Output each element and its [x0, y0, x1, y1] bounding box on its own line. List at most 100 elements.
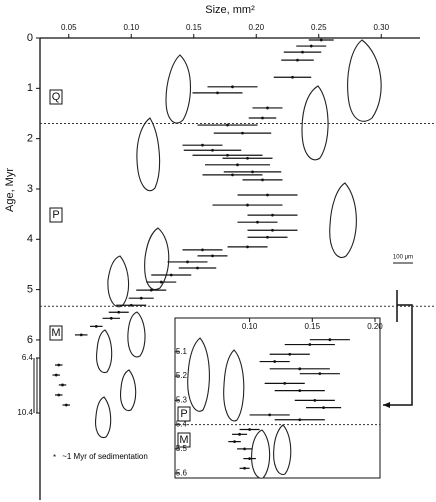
point [256, 221, 259, 224]
point [160, 281, 163, 284]
point [248, 457, 251, 460]
legend: ~1 Myr of sedimentation [60, 452, 150, 482]
point [261, 117, 264, 120]
point [150, 289, 153, 292]
axis-break [34, 358, 37, 413]
point [266, 194, 269, 197]
figure: Size, mm² Age, Myr Q P M P M 100 μm * ~1… [0, 0, 436, 502]
x-tick-label: 0.10 [242, 322, 258, 331]
point [55, 374, 58, 377]
x-tick-label: 0.20 [367, 322, 383, 331]
point [298, 418, 301, 421]
x-tick-label: 0.05 [61, 23, 77, 32]
y-tick-label: 5.6 [176, 468, 188, 477]
point [301, 51, 304, 54]
y-tick-label: 1 [27, 82, 33, 94]
point [246, 245, 249, 248]
x-axis-title: Size, mm² [205, 4, 255, 16]
legend-text: ~1 Myr of sedimentation [60, 452, 150, 462]
point [216, 91, 219, 94]
x-tick-label: 0.15 [305, 322, 321, 331]
point [241, 132, 244, 135]
y-tick-label: 6.4 [22, 353, 34, 362]
point [320, 39, 323, 42]
x-tick-label: 0.20 [248, 23, 264, 32]
y-tick-label: 3 [27, 183, 33, 195]
y-tick-label: 0 [27, 32, 33, 44]
x-tick-label: 0.15 [186, 23, 202, 32]
x-tick-label: 0.10 [123, 23, 139, 32]
point [211, 149, 214, 152]
y-tick-label: 5.5 [176, 444, 188, 453]
x-tick-label: 0.30 [373, 23, 389, 32]
point [80, 334, 83, 337]
point [283, 382, 286, 385]
point [246, 157, 249, 160]
point [243, 467, 246, 470]
point [61, 384, 64, 387]
point [313, 399, 316, 402]
point [95, 325, 98, 328]
point [318, 372, 321, 375]
point [266, 236, 269, 239]
y-tick-label: 5.4 [176, 420, 188, 429]
point [273, 360, 276, 363]
period-label: Q [52, 91, 61, 103]
point [233, 440, 236, 443]
point [243, 447, 246, 450]
point [57, 394, 60, 397]
point [238, 433, 241, 436]
arrow-head [383, 402, 390, 408]
point [322, 406, 325, 409]
point [170, 274, 173, 277]
inset-connector [383, 290, 412, 405]
point [211, 254, 214, 257]
y-tick-label: 2 [27, 133, 33, 145]
y-tick-label: 5.2 [176, 371, 188, 380]
point [130, 304, 133, 307]
point [236, 163, 239, 166]
point [296, 59, 299, 62]
y-tick-label: 6 [27, 334, 33, 346]
point [117, 311, 120, 314]
y-tick-label: 10.4 [17, 408, 33, 417]
point [57, 364, 60, 367]
point [288, 353, 291, 356]
point [186, 261, 189, 264]
point [328, 338, 331, 341]
point [298, 389, 301, 392]
y-tick-label: 5 [27, 284, 33, 296]
point [201, 144, 204, 147]
point [231, 85, 234, 88]
point [110, 317, 113, 320]
point [65, 404, 68, 407]
point [226, 124, 229, 127]
point [196, 267, 199, 270]
point [268, 414, 271, 417]
point [261, 179, 264, 182]
point [271, 229, 274, 232]
scale-bar-label: 100 μm [393, 255, 413, 261]
point [266, 107, 269, 110]
y-tick-label: 4 [27, 233, 33, 245]
point [140, 297, 143, 300]
point [231, 173, 234, 176]
period-label: M [51, 327, 60, 339]
period-label: P [180, 408, 187, 420]
y-tick-label: 5.1 [176, 347, 188, 356]
y-tick-label: 5.3 [176, 395, 188, 404]
x-tick-label: 0.25 [311, 23, 327, 32]
point [251, 170, 254, 173]
point [310, 45, 313, 48]
point [226, 154, 229, 157]
period-label: P [52, 209, 59, 221]
point [291, 76, 294, 79]
point [201, 248, 204, 251]
y-axis-title: Age, Myr [4, 168, 16, 212]
point [248, 428, 251, 431]
point [298, 367, 301, 370]
legend-symbol: * [53, 453, 56, 462]
point [308, 343, 311, 346]
point [271, 214, 274, 217]
point [246, 204, 249, 207]
